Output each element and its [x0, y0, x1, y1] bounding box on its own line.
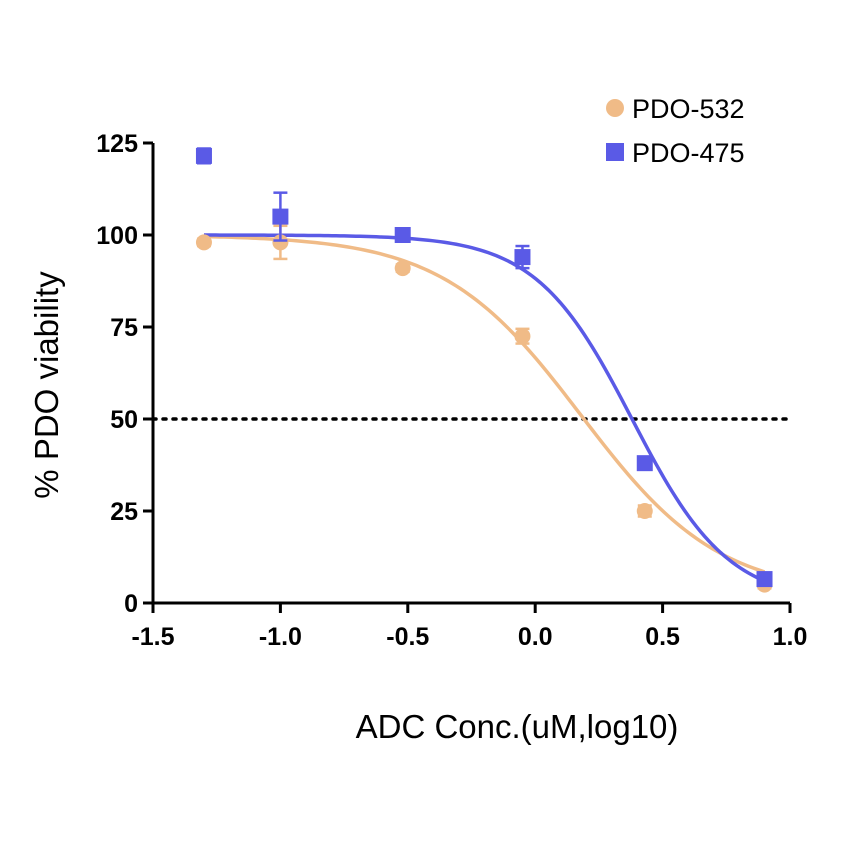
- legend-marker-pdo-475: [606, 143, 624, 161]
- legend-marker-pdo-532: [606, 99, 624, 117]
- x-tick-label: -0.5: [386, 623, 429, 651]
- y-axis-title: % PDO viability: [28, 271, 65, 499]
- x-tick-label: 0.5: [645, 623, 680, 651]
- data-point-pdo-532: [636, 503, 653, 519]
- axis-layer: 0 25 50 75 100 125 -1.5 -1.0 -0.5 0.0 0.5 1.0: [96, 130, 807, 651]
- y-tick-label: 50: [110, 406, 138, 434]
- data-point-pdo-475: [756, 571, 773, 588]
- y-tick-label: 100: [96, 222, 138, 250]
- legend-label-pdo-532: PDO-532: [632, 94, 745, 124]
- x-tick-label: -1.5: [131, 623, 174, 651]
- y-tick-label: 0: [124, 590, 138, 618]
- data-point-pdo-532: [394, 260, 411, 277]
- y-tick-label: 25: [110, 498, 138, 526]
- y-tick-label: 75: [110, 314, 138, 342]
- fit-curve-pdo-475: [203, 233, 766, 583]
- data-point-pdo-475: [514, 249, 531, 266]
- data-point-pdo-532: [272, 234, 289, 251]
- data-point-pdo-475: [636, 455, 653, 472]
- data-point-pdo-532: [514, 328, 531, 345]
- x-tick-label: -1.0: [259, 623, 302, 651]
- fit-curve-layer: [203, 233, 766, 583]
- data-point-pdo-475: [272, 208, 289, 225]
- data-point-pdo-475: [195, 147, 212, 164]
- y-tick-label: 125: [96, 130, 138, 158]
- legend-label-pdo-475: PDO-475: [632, 138, 745, 168]
- data-point-layer: [195, 147, 773, 593]
- fit-curve-pdo-532: [203, 234, 766, 574]
- x-tick-label: 1.0: [773, 623, 808, 651]
- data-point-pdo-475: [394, 227, 411, 243]
- data-point-pdo-532: [195, 234, 212, 251]
- legend: PDO-532 PDO-475: [606, 94, 745, 168]
- x-axis-title: ADC Conc.(uM,log10): [356, 708, 679, 745]
- x-tick-label: 0.0: [518, 623, 553, 651]
